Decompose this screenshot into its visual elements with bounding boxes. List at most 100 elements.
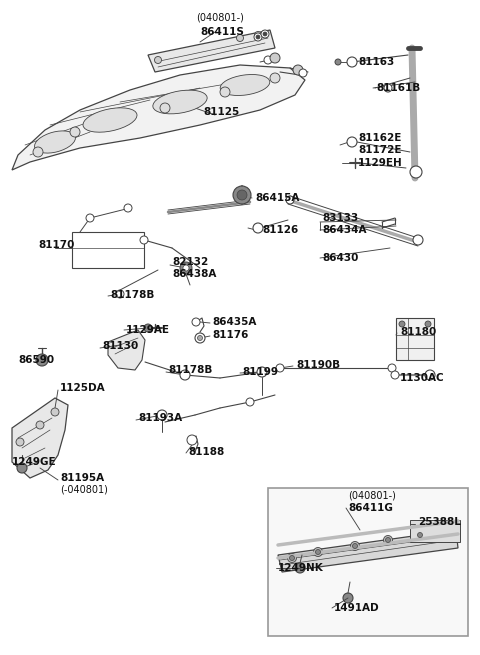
Text: 86411S: 86411S	[200, 27, 244, 37]
Circle shape	[246, 398, 254, 406]
Text: 81193A: 81193A	[138, 413, 182, 423]
Circle shape	[195, 333, 205, 343]
Text: 86438A: 86438A	[172, 269, 216, 279]
Circle shape	[335, 59, 341, 65]
Text: 81178B: 81178B	[168, 365, 212, 375]
Circle shape	[288, 553, 297, 563]
Circle shape	[51, 408, 59, 416]
Text: 81126: 81126	[262, 225, 298, 235]
Circle shape	[262, 31, 268, 37]
Text: 86411G: 86411G	[348, 503, 393, 513]
Text: 86590: 86590	[18, 355, 54, 365]
Circle shape	[399, 321, 405, 327]
Text: (040801-): (040801-)	[196, 13, 244, 23]
Text: 1130AC: 1130AC	[400, 373, 444, 383]
Circle shape	[33, 147, 43, 157]
Circle shape	[160, 103, 170, 113]
Polygon shape	[278, 530, 458, 572]
Text: 82132: 82132	[172, 257, 208, 267]
Circle shape	[264, 56, 272, 64]
Text: 1129AE: 1129AE	[126, 325, 170, 335]
Text: 81188: 81188	[188, 447, 224, 457]
Circle shape	[157, 410, 167, 420]
Circle shape	[315, 550, 321, 555]
Circle shape	[180, 370, 190, 380]
Circle shape	[124, 204, 132, 212]
Text: 81190B: 81190B	[296, 360, 340, 370]
Circle shape	[144, 324, 152, 332]
Text: 25388L: 25388L	[418, 517, 461, 527]
Text: (-040801): (-040801)	[60, 485, 108, 495]
Circle shape	[343, 593, 353, 603]
Circle shape	[295, 563, 305, 573]
Text: 1249GE: 1249GE	[12, 457, 57, 467]
Circle shape	[384, 536, 393, 544]
Circle shape	[388, 364, 396, 372]
Circle shape	[385, 538, 391, 542]
Text: 81161B: 81161B	[376, 83, 420, 93]
Bar	[410, 520, 460, 542]
Text: 81125: 81125	[204, 107, 240, 117]
Circle shape	[410, 166, 422, 178]
Circle shape	[254, 33, 262, 41]
Circle shape	[299, 69, 307, 77]
Circle shape	[17, 463, 27, 473]
Circle shape	[155, 56, 161, 64]
Circle shape	[276, 364, 284, 372]
Polygon shape	[148, 30, 275, 72]
Text: 86430: 86430	[322, 253, 359, 263]
Circle shape	[36, 354, 48, 366]
Circle shape	[289, 555, 295, 561]
Circle shape	[220, 87, 230, 97]
Text: 81176: 81176	[212, 330, 248, 340]
Circle shape	[183, 265, 189, 271]
Polygon shape	[12, 65, 305, 170]
Bar	[72, 232, 144, 268]
Circle shape	[70, 127, 80, 137]
Text: 1491AD: 1491AD	[334, 603, 380, 613]
Circle shape	[293, 65, 303, 75]
Circle shape	[418, 533, 422, 538]
Circle shape	[286, 196, 294, 204]
Text: 81170: 81170	[38, 240, 74, 250]
Circle shape	[86, 214, 94, 222]
Circle shape	[140, 236, 148, 244]
Circle shape	[270, 53, 280, 63]
Text: 81195A: 81195A	[60, 473, 104, 483]
Circle shape	[350, 542, 360, 550]
Circle shape	[313, 548, 323, 557]
Circle shape	[416, 531, 424, 540]
Ellipse shape	[220, 75, 270, 96]
Circle shape	[237, 35, 243, 41]
Text: 81172E: 81172E	[358, 145, 401, 155]
Bar	[268, 488, 468, 636]
Circle shape	[36, 421, 44, 429]
Circle shape	[270, 73, 280, 83]
Circle shape	[187, 435, 197, 445]
Text: (040801-): (040801-)	[348, 490, 396, 500]
Text: 81178B: 81178B	[110, 290, 155, 300]
Text: 1129EH: 1129EH	[358, 158, 403, 168]
Circle shape	[352, 544, 358, 548]
Circle shape	[256, 35, 260, 39]
Circle shape	[425, 321, 431, 327]
Circle shape	[384, 84, 392, 92]
Text: 1125DA: 1125DA	[60, 383, 106, 393]
Ellipse shape	[35, 131, 75, 153]
Circle shape	[413, 235, 423, 245]
Bar	[396, 318, 434, 360]
Circle shape	[16, 438, 24, 446]
Polygon shape	[12, 398, 68, 478]
Text: 81199: 81199	[242, 367, 278, 377]
Text: 81162E: 81162E	[358, 133, 401, 143]
Circle shape	[347, 137, 357, 147]
Circle shape	[233, 186, 251, 204]
Circle shape	[263, 32, 267, 36]
Circle shape	[391, 371, 399, 379]
Text: 1249NK: 1249NK	[278, 563, 324, 573]
Circle shape	[347, 57, 357, 67]
Circle shape	[237, 190, 247, 200]
Text: 83133: 83133	[322, 213, 358, 223]
Ellipse shape	[83, 108, 137, 132]
Circle shape	[257, 367, 267, 377]
